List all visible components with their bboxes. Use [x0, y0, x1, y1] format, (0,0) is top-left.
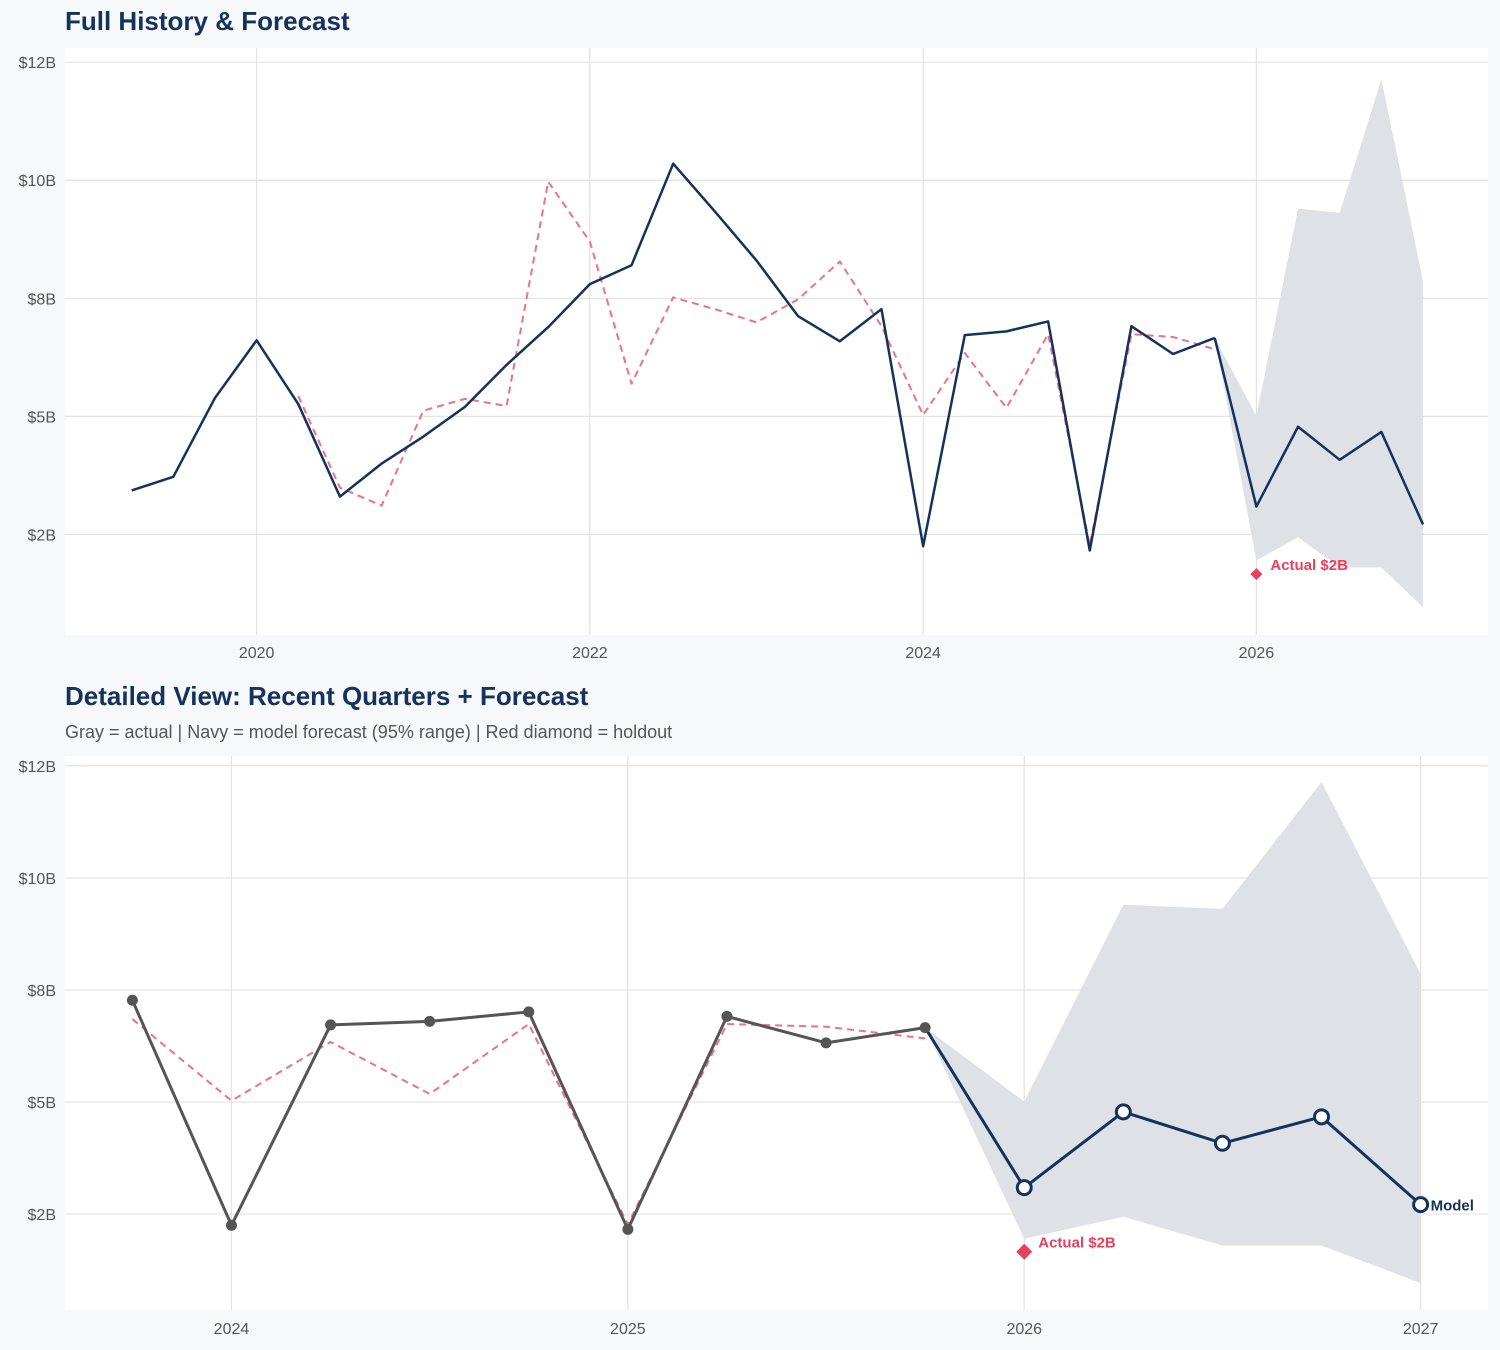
x-tick-label: 2025: [610, 1321, 646, 1338]
forecast-point: [1412, 1196, 1430, 1214]
x-tick-label: 2022: [572, 645, 608, 662]
actual-point: [424, 1015, 436, 1027]
forecast-point: [1313, 1108, 1331, 1126]
y-tick-label: $12B: [19, 55, 56, 72]
forecast-point: [1114, 1103, 1132, 1121]
prior-fit-dashed-line: [131, 1018, 926, 1226]
y-tick-label: $8B: [28, 291, 56, 308]
actual-point: [225, 1219, 237, 1231]
x-tick-label: 2026: [1239, 645, 1275, 662]
holdout-label: Actual $2B: [1038, 1235, 1116, 1252]
x-tick-label: 2027: [1403, 1321, 1439, 1338]
forecast-95-range-band: [1214, 79, 1424, 608]
y-tick-label: $12B: [19, 759, 56, 776]
x-tick-label: 2026: [1006, 1321, 1042, 1338]
actual-point: [325, 1019, 337, 1031]
full-history-chart: $2B $5B $8B $10B $12B 2020 2022 2024 2026 Actual …: [19, 48, 1488, 662]
y-tick-label: $5B: [28, 409, 56, 426]
forecast-point: [1015, 1179, 1033, 1197]
holdout-diamond: [1250, 568, 1263, 581]
y-tick-label: $10B: [19, 173, 56, 190]
actual-point: [721, 1010, 733, 1022]
y-tick-label: $10B: [19, 871, 56, 888]
forecast-line: [923, 1026, 1422, 1206]
plot-area: [65, 48, 1488, 635]
actual-point: [820, 1037, 832, 1049]
forecast-point: [1213, 1134, 1231, 1152]
forecast-line: [1213, 337, 1425, 526]
y-tick-label: $2B: [28, 1207, 56, 1224]
chart-title-detailed-view: Detailed View: Recent Quarters + Forecas…: [65, 681, 589, 711]
y-tick-label: $5B: [28, 1095, 56, 1112]
holdout-diamond: [1016, 1243, 1033, 1260]
chart-title-full-history: Full History & Forecast: [65, 6, 350, 36]
holdout-label: Actual $2B: [1270, 557, 1348, 574]
prior-fit-dashed-line: [297, 180, 1216, 547]
y-tick-label: $8B: [28, 983, 56, 1000]
chart-subtitle-detailed-view: Gray = actual | Navy = model forecast (9…: [65, 722, 673, 742]
x-tick-label: 2024: [214, 1321, 250, 1338]
forecast-95-range-band: [925, 781, 1421, 1284]
actual-line: [131, 162, 1216, 552]
x-tick-label: 2020: [239, 645, 275, 662]
actual-point: [919, 1022, 931, 1034]
actual-point: [622, 1223, 634, 1235]
y-tick-label: $2B: [28, 527, 56, 544]
actual-point: [523, 1006, 535, 1018]
x-tick-label: 2024: [905, 645, 941, 662]
actual-point: [126, 994, 138, 1006]
forecast-series-label: Model: [1431, 1198, 1474, 1215]
